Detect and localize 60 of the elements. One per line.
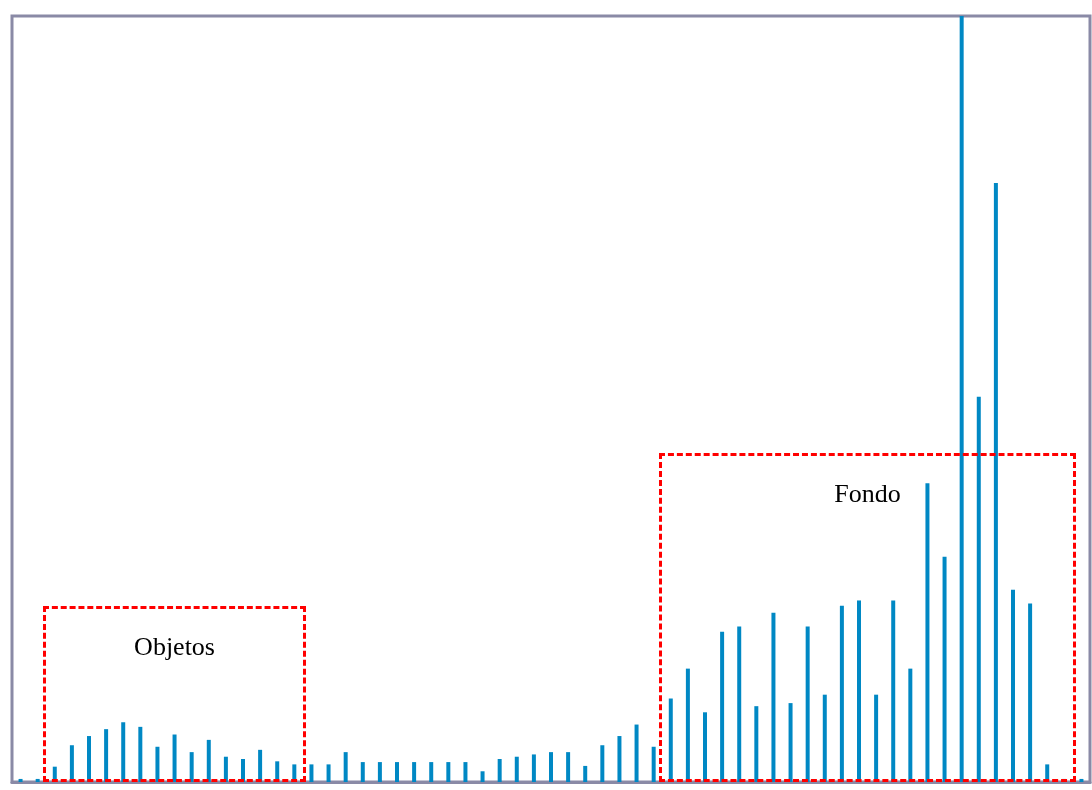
bar	[874, 694, 879, 782]
bar	[395, 762, 399, 782]
bar	[35, 778, 40, 782]
bar	[258, 749, 263, 782]
bar	[771, 612, 776, 782]
bar	[172, 734, 177, 782]
bar	[1028, 603, 1033, 782]
bar	[104, 729, 109, 782]
bar	[908, 668, 913, 782]
bar	[925, 483, 930, 782]
bar	[720, 631, 725, 782]
bar	[343, 752, 348, 782]
bar	[993, 182, 998, 782]
bar	[805, 626, 810, 782]
bar	[857, 600, 861, 782]
bar	[668, 698, 673, 782]
bar	[754, 706, 759, 782]
bar	[429, 762, 434, 782]
bar	[326, 764, 331, 782]
annotation: Objetos	[134, 631, 215, 662]
bar	[839, 605, 844, 782]
bar	[685, 668, 690, 782]
bar	[600, 745, 605, 782]
bar	[309, 764, 314, 782]
bar	[891, 600, 896, 782]
bar	[189, 752, 194, 782]
bar	[69, 745, 74, 782]
bar	[514, 756, 519, 782]
bar	[463, 762, 468, 782]
bar	[480, 771, 485, 782]
bar	[703, 712, 707, 782]
bar	[206, 739, 211, 782]
bar	[18, 778, 23, 782]
annotation: Fondo	[834, 478, 901, 509]
bar	[87, 736, 91, 782]
bar	[583, 765, 588, 782]
bar	[942, 556, 947, 782]
bar	[976, 396, 981, 782]
bar	[121, 722, 126, 782]
bar	[446, 762, 451, 782]
bar	[138, 726, 143, 782]
bar	[155, 746, 160, 782]
bar	[959, 16, 964, 782]
bar	[617, 736, 622, 782]
bar	[360, 762, 365, 782]
bar	[497, 759, 502, 782]
bar	[822, 694, 827, 782]
bar	[377, 762, 382, 782]
bar	[1011, 589, 1015, 782]
bar	[737, 626, 742, 782]
bar	[531, 754, 536, 782]
bar	[223, 756, 228, 782]
bar	[788, 703, 793, 782]
bar	[566, 752, 571, 782]
bar	[241, 759, 245, 782]
bar	[412, 762, 417, 782]
bar	[634, 724, 639, 782]
bar	[651, 746, 656, 782]
bar	[1079, 778, 1084, 782]
bar	[549, 752, 553, 782]
